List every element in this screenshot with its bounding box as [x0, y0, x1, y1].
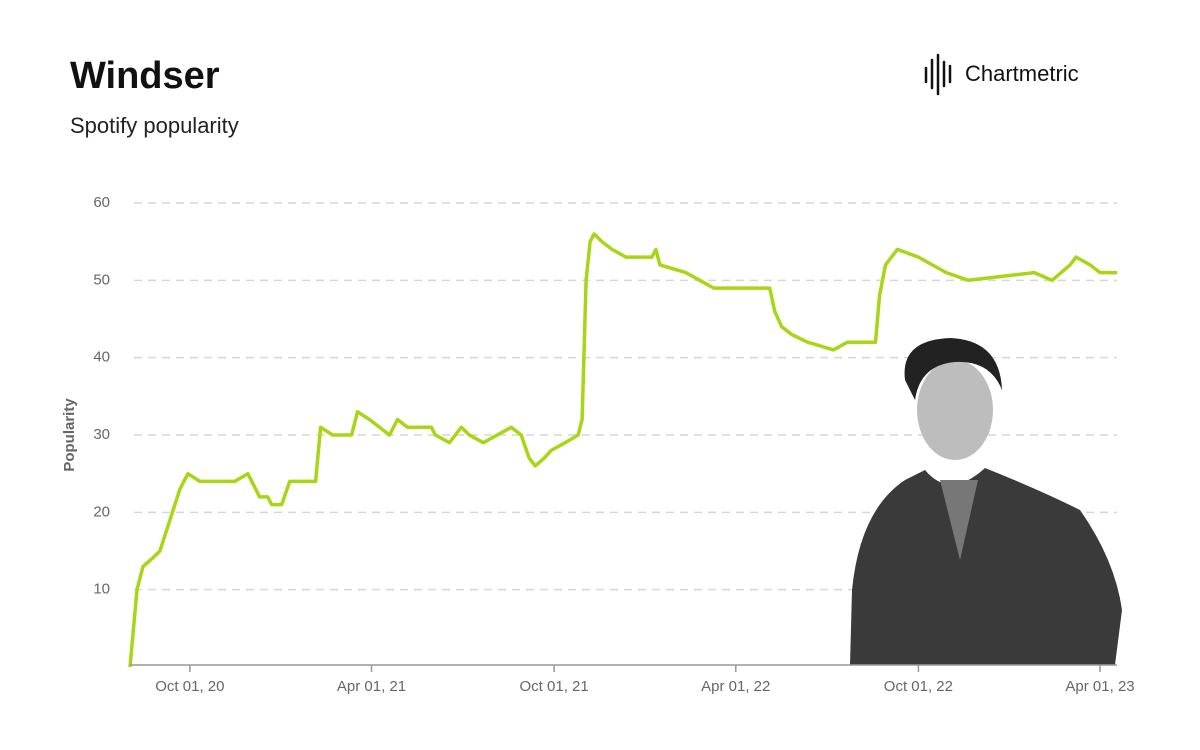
y-tick-label: 40: [93, 349, 110, 366]
x-tick-label: Apr 01, 21: [337, 678, 406, 695]
brand-logo: [924, 53, 952, 96]
chart-title: Windser: [70, 55, 220, 97]
x-tick-label: Oct 01, 20: [155, 678, 224, 695]
chart-subtitle: Spotify popularity: [70, 113, 239, 138]
brand-name: Chartmetric: [965, 61, 1079, 86]
y-tick-label: 60: [93, 194, 110, 211]
y-tick-label: 30: [93, 426, 110, 443]
x-tick-label: Apr 01, 23: [1065, 678, 1134, 695]
x-tick-label: Oct 01, 22: [884, 678, 953, 695]
x-tick-label: Apr 01, 22: [701, 678, 770, 695]
y-tick-label: 10: [93, 581, 110, 598]
data-line: [128, 232, 1117, 668]
y-tick-label: 20: [93, 503, 110, 520]
x-tick-label: Oct 01, 21: [520, 678, 589, 695]
y-axis-label: Popularity: [61, 398, 78, 472]
artist-photo: [850, 338, 1122, 665]
y-tick-label: 50: [93, 271, 110, 288]
